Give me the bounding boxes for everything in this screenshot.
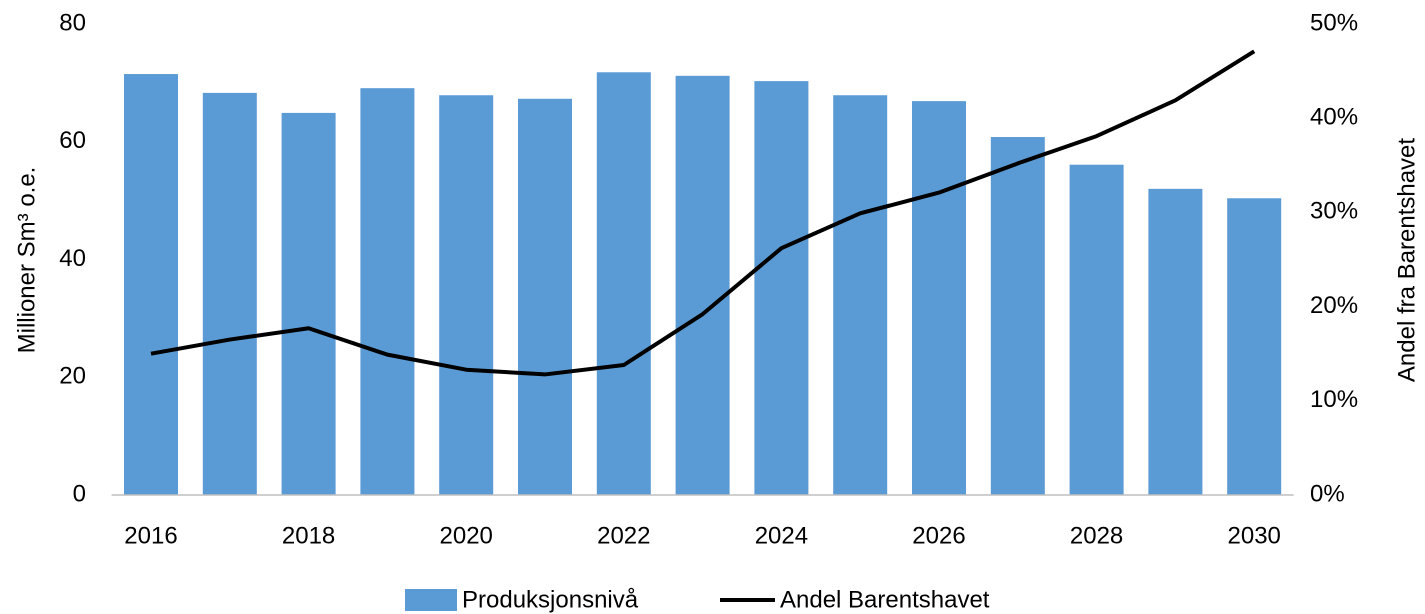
y2-tick-label: 40% [1310,104,1358,131]
y2-axis-title: Andel fra Barentshavet [1393,138,1420,382]
y-tick-label: 20 [59,363,86,390]
bar [833,95,888,496]
bar [439,95,494,496]
x-tick-label: 2024 [755,522,808,549]
bar [754,81,809,495]
bar [1227,198,1282,495]
x-tick-label: 2030 [1228,522,1281,549]
x-tick-label: 2018 [282,522,335,549]
y2-tick-label: 0% [1310,480,1345,507]
y-tick-label: 0 [73,480,86,507]
y-axis-title: Millioner Sm³ o.e. [13,167,40,354]
y2-tick-label: 30% [1310,198,1358,225]
bar [518,98,572,496]
y-tick-label: 60 [59,127,86,154]
bar [202,92,257,495]
bar [596,72,651,495]
y2-tick-label: 20% [1310,292,1358,319]
bar [360,88,415,495]
line [150,49,1256,377]
bar [675,75,730,495]
bar [1148,188,1203,495]
y-tick-label: 80 [59,9,86,36]
x-tick-label: 2020 [440,522,493,549]
bar [1069,164,1124,495]
bar [281,112,336,496]
legend-label: Produksjonsnivå [462,586,639,613]
bar [990,137,1045,496]
legend-swatch [405,589,457,611]
x-tick-label: 2026 [912,522,965,549]
bar [912,101,966,495]
y2-tick-label: 10% [1310,386,1358,413]
legend-label: Andel Barentshavet [780,586,990,613]
x-tick-label: 2028 [1070,522,1123,549]
bar [124,74,178,495]
x-tick-label: 2016 [124,522,177,549]
y-tick-label: 40 [59,245,86,272]
x-tick-label: 2022 [597,522,650,549]
y2-tick-label: 50% [1310,9,1358,36]
